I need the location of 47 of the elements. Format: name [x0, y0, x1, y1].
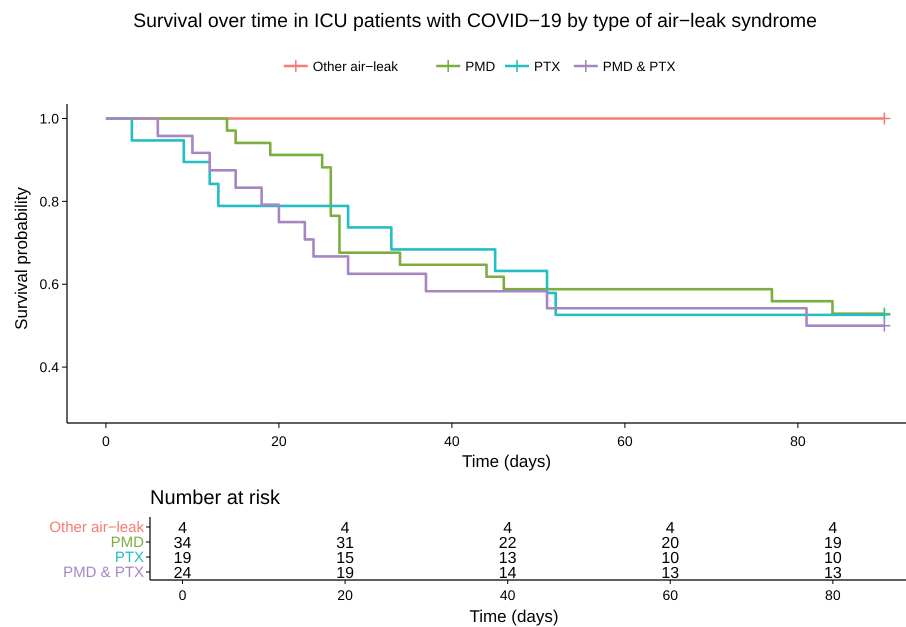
data-label: 20	[661, 535, 680, 552]
y-tick-label: PMD	[110, 534, 144, 551]
x-tick-label: 80	[825, 587, 841, 603]
x-tick-label: 0	[102, 433, 110, 449]
data-label: 4	[178, 520, 188, 537]
y-tick-label: 0.8	[40, 193, 60, 210]
y-tick-label: PTX	[114, 549, 144, 566]
legend-label: Other air−leak	[312, 59, 398, 74]
data-label: 4	[340, 520, 350, 537]
data-label: 4	[503, 520, 512, 537]
y-tick-label: Other air−leak	[49, 519, 144, 536]
legend-label: PTX	[534, 59, 560, 74]
y-tick-label: 0.6	[40, 276, 60, 292]
x-axis-title: Time (days)	[462, 452, 552, 471]
data-label: 19	[336, 565, 354, 582]
x-tick-label: 60	[662, 587, 678, 603]
data-label: 31	[336, 535, 354, 552]
x-tick-label: 0	[178, 587, 187, 603]
y-tick-label: 0.4	[40, 359, 60, 376]
x-tick-label: 60	[617, 433, 633, 449]
data-label: 13	[661, 565, 680, 582]
data-label: 14	[498, 565, 517, 582]
data-label: 13	[824, 565, 842, 582]
chart-title: Survival over time in ICU patients with COVID−19 by type of air−leak syndrome	[133, 10, 817, 32]
data-label: 4	[828, 520, 838, 537]
x-axis-title: Time (days)	[469, 607, 559, 626]
data-label: 19	[174, 550, 192, 567]
data-label: 24	[174, 565, 192, 582]
x-tick-label: 20	[337, 587, 354, 603]
x-tick-label: 80	[790, 433, 806, 449]
y-tick-label: 1.0	[40, 110, 60, 126]
chart-title: Number at risk	[150, 487, 282, 509]
legend-label: PMD	[465, 59, 496, 74]
data-label: 4	[666, 520, 675, 537]
data-label: 10	[661, 550, 680, 567]
data-label: 10	[824, 550, 842, 567]
y-tick-label: PMD & PTX	[63, 564, 144, 581]
data-label: 34	[174, 535, 192, 552]
x-tick-label: 40	[500, 587, 516, 603]
x-tick-label: 40	[444, 433, 460, 449]
x-tick-label: 20	[271, 433, 287, 449]
data-label: 19	[824, 535, 842, 552]
y-axis-title: Survival probability	[12, 186, 31, 330]
legend-label: PMD & PTX	[602, 59, 676, 74]
data-label: 22	[498, 535, 517, 552]
data-label: 13	[498, 550, 517, 567]
data-label: 15	[336, 550, 354, 567]
